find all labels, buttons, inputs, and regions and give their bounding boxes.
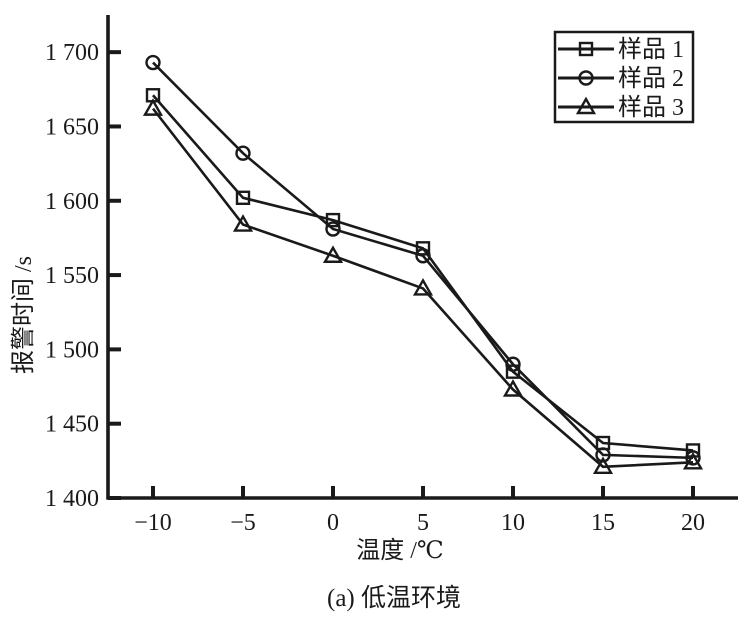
marker-circle [415, 248, 431, 264]
marker-circle [578, 70, 594, 86]
x-axis-tick-label: 15 [591, 510, 615, 536]
y-axis-tick-label: 1 400 [45, 486, 99, 512]
legend: 样品 1样品 2样品 3 [553, 30, 695, 124]
marker-triangle [322, 245, 344, 263]
marker-square [235, 190, 251, 205]
marker-square [325, 212, 341, 228]
y-axis-tick-label: 1 550 [45, 263, 99, 289]
x-axis-tick-label: 10 [501, 510, 525, 536]
y-axis-tick-label: 1 600 [45, 189, 99, 215]
series-line [151, 107, 694, 469]
x-axis-tick-label: 5 [417, 510, 429, 536]
marker-triangle [592, 456, 614, 474]
chart-caption: (a) 低温环境 [327, 584, 461, 612]
series-3 [142, 98, 704, 474]
y-axis-label: 报警时间 /s [10, 256, 37, 374]
plot-layer: 1 400 1 450 1 500 1 550 1 600 1 650 1 700 −10 −5… [45, 15, 738, 536]
marker-circle [685, 450, 701, 466]
legend-label: 样品 2 [618, 65, 684, 92]
marker-triangle [232, 214, 254, 232]
marker-square [578, 41, 594, 57]
marker-triangle [142, 98, 164, 116]
series-line [152, 94, 694, 452]
series-1 [145, 88, 701, 458]
marker-triangle [575, 96, 597, 115]
marker-circle [595, 447, 611, 463]
marker-circle [325, 221, 341, 237]
marker-triangle [502, 379, 524, 397]
series-2 [145, 54, 701, 466]
marker-circle [145, 54, 161, 71]
marker-circle [505, 356, 521, 372]
series-line [152, 61, 694, 460]
x-axis-label: 温度 /℃ [356, 537, 444, 564]
marker-triangle [682, 451, 704, 470]
legend-label: 样品 3 [618, 94, 684, 121]
legend-label: 样品 1 [618, 36, 684, 63]
marker-circle [235, 145, 251, 161]
legend-item: 样品 1 [558, 36, 684, 63]
x-axis-tick-label: −10 [134, 510, 172, 536]
marker-square [415, 241, 431, 256]
x-axis-tick-label: 0 [327, 510, 339, 536]
marker-triangle [412, 278, 434, 296]
x-axis-tick-label: 20 [681, 510, 705, 536]
x-axis-tick-label: −5 [230, 510, 256, 536]
legend-item: 样品 2 [558, 65, 684, 92]
legend-item: 样品 3 [558, 94, 684, 121]
y-axis-tick-label: 1 650 [45, 114, 99, 140]
y-axis-tick-label: 1 450 [45, 412, 99, 438]
y-axis-tick-label: 1 500 [45, 337, 99, 363]
y-axis-tick-label: 1 700 [45, 40, 99, 66]
